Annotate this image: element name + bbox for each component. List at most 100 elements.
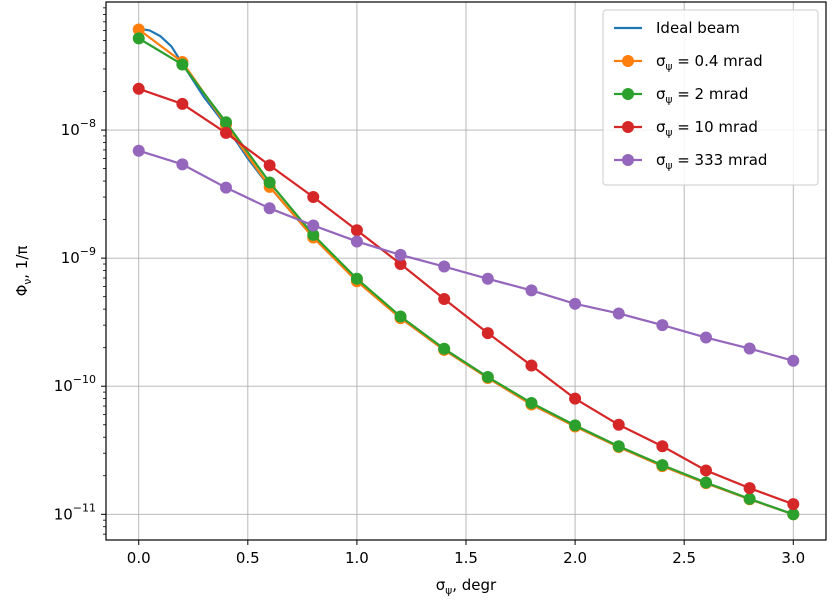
data-point <box>787 498 800 511</box>
y-axis-label-main: Φ <box>13 285 31 297</box>
data-point <box>787 508 800 521</box>
x-axis: 0.0 0.5 1.0 1.5 2.0 2.5 3.0 <box>127 540 805 567</box>
x-tick-label: 1.5 <box>454 549 478 567</box>
legend-item: Ideal beam <box>614 19 740 37</box>
data-point <box>481 272 494 285</box>
data-point <box>700 464 712 477</box>
data-point <box>263 202 276 215</box>
x-axis-label: σψ, degr <box>436 576 497 597</box>
legend-label-sub: ψ <box>666 127 673 139</box>
data-point <box>743 492 756 505</box>
y-tick-label: 10−9 <box>61 245 96 267</box>
series-layer <box>132 23 800 521</box>
data-point <box>569 297 582 310</box>
data-point <box>481 371 494 384</box>
legend-label: Ideal beam <box>656 19 740 37</box>
y-tick-label-base: 10 <box>54 505 73 523</box>
data-point <box>569 392 582 405</box>
y-tick-label-base: 10 <box>61 249 80 267</box>
y-tick-label-base: 10 <box>54 377 73 395</box>
y-axis-label: Φν, 1/π <box>13 246 34 297</box>
y-tick-label: 10−11 <box>54 501 96 523</box>
series-line <box>138 149 794 362</box>
legend-swatch-marker <box>622 55 634 67</box>
y-tick-label-exponent: −10 <box>73 373 96 386</box>
data-point <box>743 342 756 355</box>
data-point <box>132 144 145 157</box>
data-point <box>394 258 407 271</box>
data-point <box>263 159 276 172</box>
legend-label-symbol: σ <box>656 151 666 169</box>
legend-label-sub: ψ <box>666 61 673 73</box>
data-point <box>656 459 669 472</box>
y-tick-label: 10−10 <box>54 373 96 395</box>
legend-box <box>602 9 819 186</box>
data-point <box>307 219 320 232</box>
y-axis-label-sub: ν <box>22 279 34 285</box>
legend-swatch-marker <box>622 88 634 100</box>
legend-label: σψ = 333 mrad <box>656 151 767 172</box>
x-axis-label-rest: , degr <box>452 576 497 594</box>
legend-label: σψ = 10 mrad <box>656 118 758 139</box>
data-point <box>612 307 625 320</box>
legend-label-symbol: σ <box>656 85 666 103</box>
data-point <box>743 482 756 495</box>
legend-label-value: = 333 mrad <box>672 151 767 169</box>
legend-item: σψ = 333 mrad <box>614 151 767 172</box>
legend-label-symbol: σ <box>656 118 666 136</box>
data-point <box>220 126 232 139</box>
x-tick-label: 2.0 <box>563 549 587 567</box>
data-point <box>612 418 625 431</box>
x-axis-label-sub: ψ <box>445 585 452 597</box>
data-point <box>787 354 800 367</box>
x-tick-label: 0.0 <box>127 549 151 567</box>
data-point <box>220 116 232 129</box>
data-point <box>176 158 189 171</box>
data-point <box>263 176 276 189</box>
data-point <box>438 292 451 305</box>
data-point <box>700 476 712 489</box>
series-3 <box>132 82 800 511</box>
legend-label-sub: ψ <box>666 160 673 172</box>
data-point <box>700 331 712 344</box>
y-tick-label: 10−8 <box>61 117 96 139</box>
legend-label-sub: ψ <box>666 94 673 106</box>
series-line <box>138 87 794 506</box>
data-point <box>176 97 189 110</box>
x-tick-label: 1.0 <box>345 549 369 567</box>
legend-swatch-marker <box>622 154 634 166</box>
data-point <box>307 191 320 204</box>
legend-swatch-marker <box>622 121 634 133</box>
legend-label-value: = 0.4 mrad <box>672 52 762 70</box>
series-4 <box>132 144 800 367</box>
data-point <box>394 310 407 323</box>
data-point <box>525 359 538 372</box>
legend-item: σψ = 0.4 mrad <box>614 52 763 73</box>
data-point <box>132 82 145 95</box>
y-tick-label-exponent: −9 <box>80 245 96 258</box>
data-point <box>525 284 538 297</box>
data-point <box>438 260 451 273</box>
legend-item: σψ = 10 mrad <box>614 118 758 139</box>
data-point <box>176 58 189 71</box>
data-point <box>525 396 538 409</box>
data-point <box>350 272 363 285</box>
legend-label-symbol: σ <box>656 52 666 70</box>
y-tick-label-exponent: −8 <box>80 117 96 130</box>
data-point <box>612 440 625 453</box>
series-2 <box>132 32 800 521</box>
y-tick-label-base: 10 <box>61 121 80 139</box>
data-point <box>307 228 320 241</box>
y-tick-label-exponent: −11 <box>73 501 96 514</box>
data-point <box>350 235 363 248</box>
data-point <box>438 342 451 355</box>
x-tick-label: 0.5 <box>236 549 260 567</box>
data-point <box>350 224 363 237</box>
legend-label: σψ = 2 mrad <box>656 85 748 106</box>
legend-label: σψ = 0.4 mrad <box>656 52 763 73</box>
x-tick-label: 2.5 <box>672 549 696 567</box>
y-axis-label-rest: , 1/π <box>13 246 31 279</box>
